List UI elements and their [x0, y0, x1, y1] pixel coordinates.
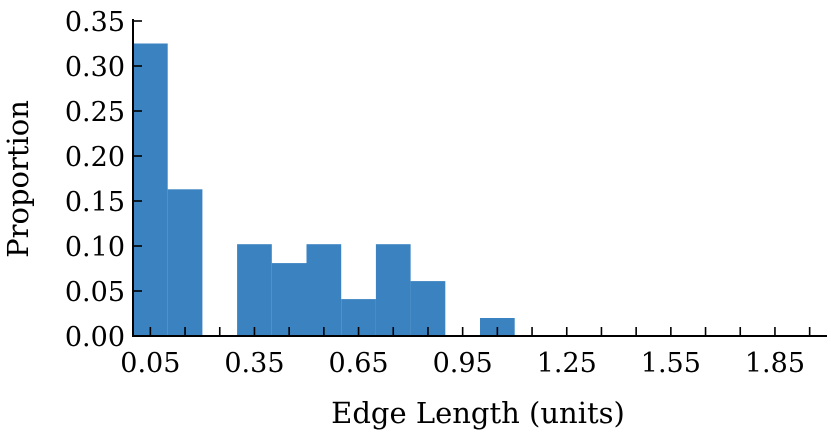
bars-group	[133, 43, 515, 336]
y-tick-label: 0.10	[65, 232, 125, 263]
x-tick-label: 0.35	[224, 348, 284, 379]
x-tick-label: 1.85	[745, 348, 805, 379]
histogram-bar	[375, 244, 411, 336]
histogram-bar	[410, 281, 446, 336]
y-tick-label: 0.05	[65, 277, 125, 308]
x-tick-label: 1.55	[641, 348, 701, 379]
x-axis-title: Edge Length (units)	[331, 396, 625, 430]
x-tick-label: 0.05	[120, 348, 180, 379]
y-tick-label: 0.35	[65, 7, 125, 38]
histogram-bar	[167, 189, 203, 336]
histogram-bar	[133, 43, 168, 336]
y-tick-label: 0.00	[65, 322, 125, 353]
histogram-bar	[271, 263, 307, 336]
y-ticks-group: 0.00 0.05 0.10 0.15 0.20 0.25 0.30 0.35	[65, 7, 142, 353]
x-tick-label: 1.25	[537, 348, 597, 379]
y-tick-label: 0.15	[65, 187, 125, 218]
x-tick-label: 0.95	[433, 348, 493, 379]
y-tick-label: 0.25	[65, 97, 125, 128]
x-tick-label: 0.65	[328, 348, 388, 379]
histogram-bar	[306, 244, 342, 336]
y-tick-label: 0.30	[65, 52, 125, 83]
x-ticks-group: 0.05 0.35 0.65 0.95 1.25 1.55 1.85	[120, 327, 811, 379]
y-axis-title: Proportion	[1, 100, 35, 258]
y-tick-label: 0.20	[65, 142, 125, 173]
histogram-bar	[237, 244, 272, 336]
